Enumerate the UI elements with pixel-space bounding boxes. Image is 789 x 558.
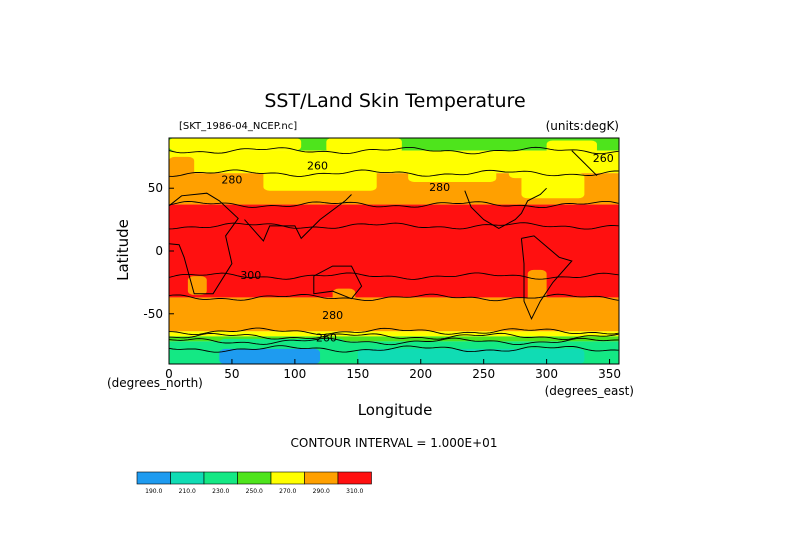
x-tick-label: 350 xyxy=(598,367,621,381)
y-tick-label: 0 xyxy=(155,244,163,258)
y-tick-label: -50 xyxy=(143,307,163,321)
contour-line xyxy=(169,222,619,230)
temperature-patch xyxy=(527,269,547,321)
temperature-band xyxy=(169,331,619,337)
y-tick-label: 50 xyxy=(148,181,163,195)
contour-line xyxy=(169,146,619,155)
contour-label: 280 xyxy=(429,181,450,194)
temperature-patch xyxy=(187,276,207,295)
x-tick-label: 100 xyxy=(283,367,306,381)
contour-line xyxy=(169,272,619,280)
contour-label: 260 xyxy=(593,152,614,165)
temperature-patch xyxy=(326,138,402,154)
contour-label: 260 xyxy=(307,160,328,173)
temperature-patch xyxy=(169,156,195,201)
x-tick-label: 200 xyxy=(409,367,432,381)
contour-line xyxy=(169,345,619,353)
colorbar-label: 230.0 xyxy=(212,488,229,495)
temperature-patch xyxy=(408,156,497,182)
colorbar-label: 210.0 xyxy=(179,488,196,495)
contour-line xyxy=(169,327,619,336)
x-axis-units: (degrees_east) xyxy=(545,384,634,398)
temperature-band xyxy=(169,336,619,342)
colorbar-swatch xyxy=(136,471,171,485)
y-axis-units: (degrees_north) xyxy=(107,376,203,390)
contour-line xyxy=(169,169,619,177)
y-axis-label: Latitude xyxy=(114,219,132,281)
temperature-patch xyxy=(521,173,585,199)
colorbar-swatch xyxy=(337,471,372,485)
colorbar-label: 270.0 xyxy=(279,488,296,495)
contour-interval-note: CONTOUR INTERVAL = 1.000E+01 xyxy=(291,436,498,450)
colorbar-label: 250.0 xyxy=(246,488,263,495)
coastline xyxy=(313,265,363,300)
contour-line xyxy=(169,332,619,341)
x-tick-label: 50 xyxy=(224,367,239,381)
x-tick-label: 150 xyxy=(346,367,369,381)
temperature-patch xyxy=(219,348,321,364)
temperature-map xyxy=(169,138,619,364)
colorbar-swatch xyxy=(237,471,272,485)
contour-label: 280 xyxy=(221,173,242,186)
colorbar-label: 290.0 xyxy=(313,488,330,495)
coastline xyxy=(464,187,547,229)
contour-label: 260 xyxy=(316,332,337,345)
colorbar-swatch xyxy=(304,471,339,485)
colorbar-swatch xyxy=(203,471,238,485)
colorbar-swatch xyxy=(270,471,305,485)
contour-label: 280 xyxy=(322,309,343,322)
temperature-patch xyxy=(169,138,302,151)
coastline xyxy=(520,235,573,320)
coastline xyxy=(244,194,352,242)
contour-line xyxy=(169,200,619,209)
x-axis-label: Longitude xyxy=(358,401,433,419)
x-tick-label: 300 xyxy=(535,367,558,381)
axes: 0 50 100 150 200 250 300 350 50 0 -50 xyxy=(143,137,621,381)
source-label: [SKT_1986-04_NCEP.nc] xyxy=(179,121,297,132)
coastline xyxy=(571,150,598,177)
contour-label-group: 260 260 280 280 300 280 260 xyxy=(221,152,613,345)
colorbar: 190.0 210.0 230.0 250.0 270.0 290.0 310.0 xyxy=(136,471,372,495)
temperature-band xyxy=(169,297,619,332)
chart-title: SST/Land Skin Temperature xyxy=(264,90,525,112)
x-tick-label: 250 xyxy=(472,367,495,381)
coastline xyxy=(169,192,239,295)
units-label: (units:degK) xyxy=(546,119,619,133)
colorbar-swatch xyxy=(170,471,205,485)
contour-lines xyxy=(169,146,619,353)
temperature-patch xyxy=(546,140,597,157)
contour-label: 300 xyxy=(240,269,261,282)
x-tick-label: 0 xyxy=(165,367,173,381)
colorbar-label: 310.0 xyxy=(346,488,363,495)
temperature-patch xyxy=(357,348,585,364)
colorbar-label: 190.0 xyxy=(145,488,162,495)
contour-line xyxy=(169,337,619,346)
